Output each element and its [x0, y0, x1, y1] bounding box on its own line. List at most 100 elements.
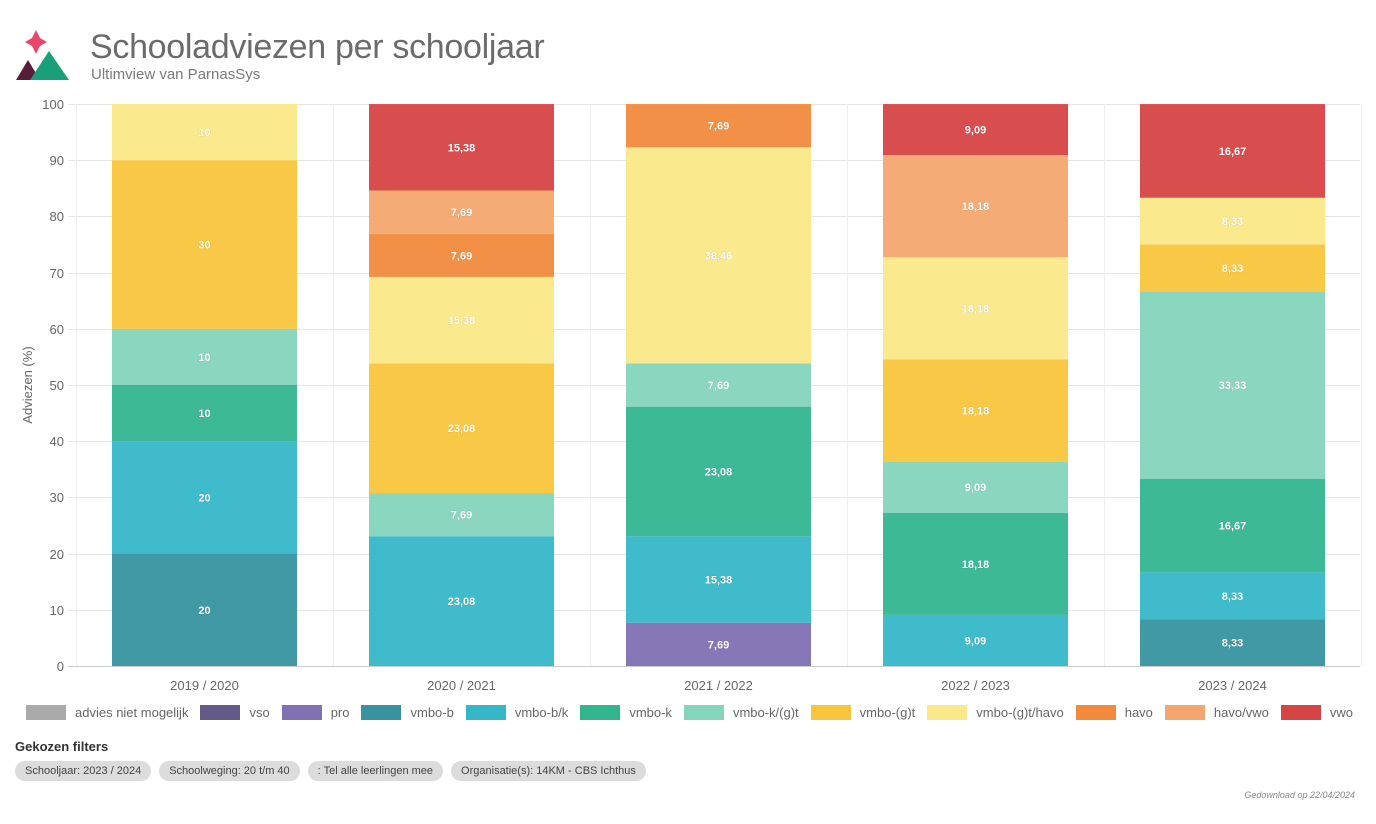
- bar-segment[interactable]: [883, 257, 1068, 360]
- bar-segment[interactable]: [1140, 291, 1325, 479]
- data-label: 10: [198, 408, 210, 420]
- legend-label: vmbo-k: [629, 705, 672, 720]
- data-label: 38,46: [705, 250, 733, 262]
- legend-swatch: [580, 705, 621, 720]
- legend-item[interactable]: vmbo-(g)t: [810, 705, 916, 720]
- legend-item[interactable]: vmbo-(g)t/havo: [927, 705, 1064, 720]
- legend-label: vmbo-(g)t/havo: [976, 705, 1064, 720]
- legend-swatch: [361, 705, 402, 720]
- data-label: 10: [198, 352, 210, 364]
- bar-segment[interactable]: [626, 147, 811, 364]
- x-tick-label: 2019 / 2020: [170, 678, 239, 693]
- data-label: 10: [198, 127, 210, 139]
- data-label: 18,18: [962, 559, 990, 571]
- data-label: 16,67: [1219, 146, 1247, 158]
- legend-label: vmbo-(g)t: [859, 705, 916, 720]
- data-label: 15,38: [448, 142, 476, 154]
- bar-segment[interactable]: [112, 441, 297, 554]
- legend-item[interactable]: pro: [281, 705, 349, 720]
- legend-item[interactable]: advies niet mogelijk: [26, 705, 188, 720]
- data-label: 8,33: [1222, 263, 1243, 275]
- bar-segment[interactable]: [369, 363, 554, 494]
- bar-segment[interactable]: [883, 359, 1068, 462]
- data-label: 23,08: [705, 466, 733, 478]
- data-label: 7,69: [708, 380, 729, 392]
- data-label: 7,69: [451, 510, 472, 522]
- bar-segment[interactable]: [112, 328, 297, 385]
- bar-segment[interactable]: [883, 461, 1068, 513]
- filter-chip-schooljaar[interactable]: Schooljaar: 2023 / 2024: [15, 761, 152, 781]
- bar-segment[interactable]: [369, 493, 554, 537]
- bar-segment[interactable]: [1140, 478, 1325, 573]
- legend-item[interactable]: vso: [200, 705, 270, 720]
- data-label: 18,18: [962, 303, 990, 315]
- data-label: 9,09: [965, 482, 986, 494]
- legend-item[interactable]: havo/vwo: [1164, 705, 1269, 720]
- bar-segment[interactable]: [1140, 244, 1325, 292]
- bar-segment[interactable]: [626, 622, 811, 666]
- data-label: 8,33: [1222, 216, 1243, 228]
- data-label: 23,08: [448, 596, 476, 608]
- bar-segment[interactable]: [369, 536, 554, 666]
- legend-item[interactable]: vmbo-b/k: [465, 705, 568, 720]
- bar-segment[interactable]: [1140, 572, 1325, 620]
- bar-segment[interactable]: [112, 553, 297, 666]
- bar-segment[interactable]: [1140, 197, 1325, 245]
- legend-label: advies niet mogelijk: [75, 705, 189, 720]
- parnassys-logo-icon: [16, 30, 69, 80]
- chart-legend: advies niet mogelijk vso pro vmbo-b vmbo-b/k…: [26, 705, 1365, 720]
- legend-item[interactable]: havo: [1075, 705, 1153, 720]
- data-label: 33,33: [1219, 380, 1247, 392]
- data-label: 15,38: [448, 315, 476, 327]
- x-tick-label: 2023 / 2024: [1198, 678, 1267, 693]
- bar-segment[interactable]: [883, 155, 1068, 258]
- legend-item[interactable]: vmbo-b: [361, 705, 454, 720]
- filter-chip-schoolweging[interactable]: Schoolweging: 20 t/m 40: [159, 761, 300, 781]
- legend-swatch: [26, 705, 66, 720]
- legend-item[interactable]: vmbo-k/(g)t: [683, 705, 799, 720]
- stacked-bar-chart: 20 20 10 10 30 10 23,08 7,69 23,08 15,38 7,69 7,69 1…: [20, 97, 1362, 693]
- bar-segment[interactable]: [369, 104, 554, 191]
- filters-title: Gekozen filters: [15, 739, 109, 754]
- bar-segment[interactable]: [369, 190, 554, 234]
- bar-segment[interactable]: [1140, 104, 1325, 198]
- filter-chip-organisatie[interactable]: Organisatie(s): 14KM - CBS Ichthus: [451, 761, 646, 781]
- bar-segment[interactable]: [883, 614, 1068, 666]
- data-label: 15,38: [705, 575, 733, 587]
- bar-segment[interactable]: [883, 104, 1068, 156]
- data-label: 20: [198, 605, 210, 617]
- legend-swatch: [683, 705, 724, 720]
- legend-item[interactable]: vwo: [1280, 705, 1353, 720]
- legend-item[interactable]: vmbo-k: [580, 705, 672, 720]
- data-label: 16,67: [1219, 521, 1247, 533]
- filter-chip-leerlingen[interactable]: : Tel alle leerlingen mee: [307, 761, 444, 781]
- bar-segment[interactable]: [626, 104, 811, 148]
- bar-segment[interactable]: [369, 276, 554, 364]
- bar-segment[interactable]: [626, 363, 811, 407]
- legend-swatch: [1280, 705, 1321, 720]
- legend-label: vmbo-b: [410, 705, 454, 720]
- bar-segment[interactable]: [112, 104, 297, 161]
- y-tick-label: 70: [50, 266, 64, 281]
- y-tick-label: 40: [50, 434, 64, 449]
- bar-segment[interactable]: [1140, 619, 1325, 666]
- bar-segment[interactable]: [369, 233, 554, 277]
- bar-segment[interactable]: [112, 385, 297, 442]
- data-label: 18,18: [962, 406, 990, 418]
- data-label: 23,08: [448, 423, 476, 435]
- download-date: Gedownload op 22/04/2024: [1244, 790, 1355, 800]
- bar-segment[interactable]: [626, 536, 811, 623]
- data-label: 7,69: [451, 250, 472, 262]
- legend-label: havo/vwo: [1213, 705, 1269, 720]
- x-tick-label: 2020 / 2021: [427, 678, 496, 693]
- bar-segment[interactable]: [112, 160, 297, 329]
- bar-segment[interactable]: [626, 406, 811, 537]
- bar-segment[interactable]: [883, 512, 1068, 615]
- page-title: Schooladviezen per schooljaar: [90, 28, 545, 66]
- data-label: 9,09: [965, 635, 986, 647]
- y-tick-label: 20: [50, 547, 64, 562]
- y-tick-label: 100: [42, 97, 64, 112]
- x-tick-label: 2022 / 2023: [941, 678, 1010, 693]
- legend-swatch: [810, 705, 851, 720]
- filter-chips: Schooljaar: 2023 / 2024 Schoolweging: 20…: [15, 761, 654, 781]
